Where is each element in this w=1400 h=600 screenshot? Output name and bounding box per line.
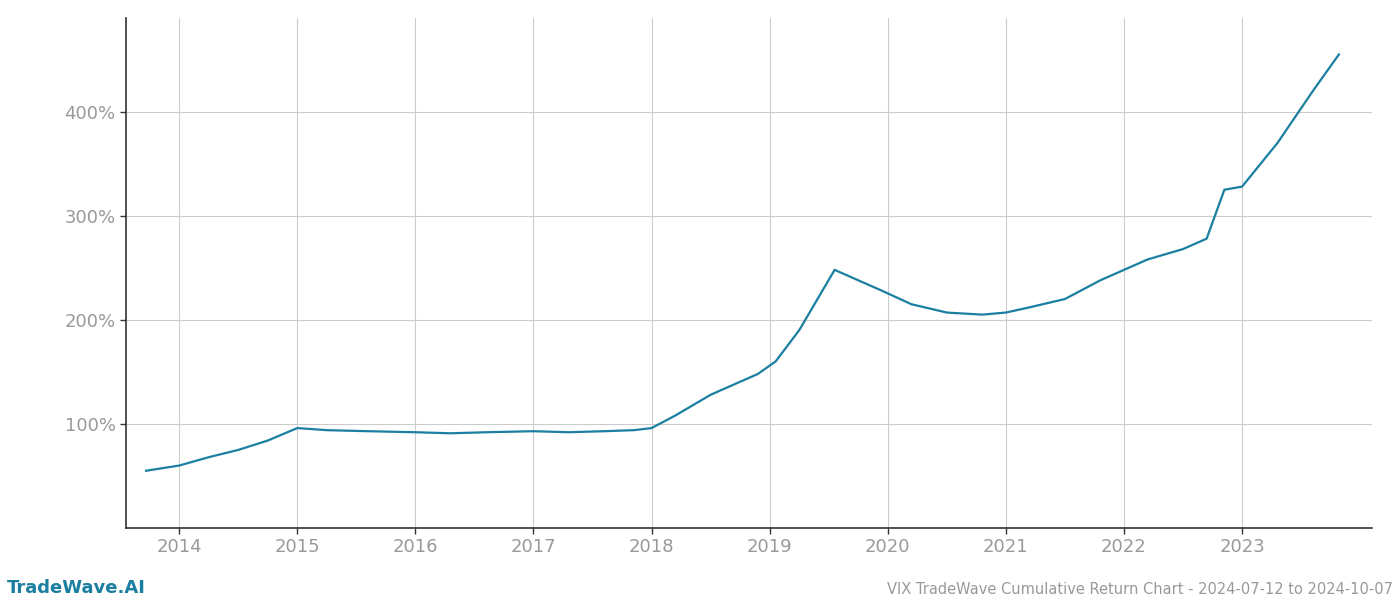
Text: TradeWave.AI: TradeWave.AI <box>7 579 146 597</box>
Text: VIX TradeWave Cumulative Return Chart - 2024-07-12 to 2024-10-07: VIX TradeWave Cumulative Return Chart - … <box>888 582 1393 597</box>
